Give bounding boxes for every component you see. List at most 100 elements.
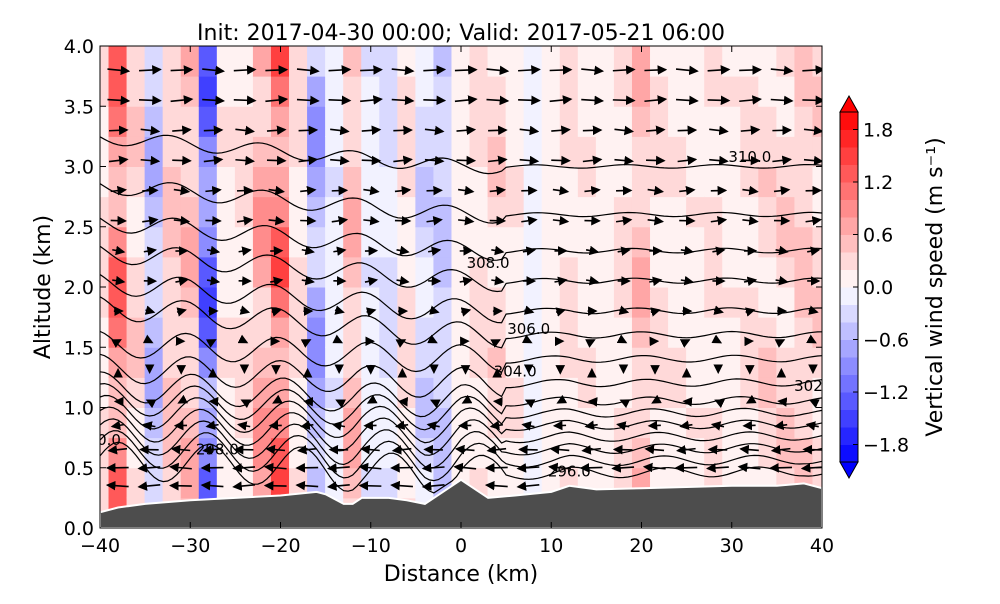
wind-cell bbox=[217, 166, 236, 197]
wind-cell bbox=[433, 46, 452, 77]
wind-cell bbox=[632, 437, 651, 468]
wind-cell bbox=[578, 76, 597, 107]
wind-cell bbox=[650, 287, 669, 318]
wind-cell bbox=[542, 196, 561, 227]
wind-cell bbox=[217, 76, 236, 107]
wind-cell bbox=[109, 196, 128, 227]
wind-arrow bbox=[613, 100, 634, 101]
wind-cell bbox=[722, 256, 741, 287]
wind-cell bbox=[271, 256, 290, 287]
wind-cell bbox=[235, 196, 254, 227]
colorbar-segment bbox=[840, 165, 858, 183]
wind-cell bbox=[415, 287, 434, 318]
wind-cell bbox=[632, 136, 651, 167]
wind-arrow bbox=[550, 70, 571, 71]
wind-cell bbox=[127, 76, 146, 107]
wind-arrow bbox=[457, 160, 475, 161]
wind-cell bbox=[542, 136, 561, 167]
wind-cell bbox=[704, 196, 723, 227]
wind-cell bbox=[524, 407, 543, 438]
wind-cell bbox=[145, 317, 164, 348]
wind-cell bbox=[650, 136, 669, 167]
wind-cell bbox=[415, 46, 434, 77]
wind-cell bbox=[433, 377, 452, 408]
colorbar-tick-label: 1.8 bbox=[863, 120, 893, 142]
wind-cell bbox=[542, 226, 561, 257]
wind-cell bbox=[307, 226, 326, 257]
wind-cell bbox=[379, 467, 398, 498]
wind-arrow bbox=[237, 190, 252, 191]
wind-arrow bbox=[518, 100, 539, 101]
wind-cell bbox=[361, 467, 380, 498]
wind-cell bbox=[253, 256, 272, 287]
wind-cell bbox=[758, 347, 777, 378]
contour-label: 0.0 bbox=[97, 431, 121, 449]
wind-cell bbox=[776, 106, 795, 137]
wind-arrow bbox=[709, 449, 727, 450]
wind-cell bbox=[235, 287, 254, 318]
colorbar-segment bbox=[840, 427, 858, 445]
wind-cell bbox=[524, 166, 543, 197]
x-tick-label: 40 bbox=[810, 535, 834, 557]
wind-cell bbox=[289, 407, 308, 438]
wind-cell bbox=[199, 106, 218, 137]
wind-cell bbox=[668, 106, 687, 137]
wind-cell bbox=[181, 467, 200, 498]
wind-cell bbox=[307, 76, 326, 107]
wind-cell bbox=[542, 347, 561, 378]
wind-cell bbox=[235, 76, 254, 107]
wind-cell bbox=[758, 317, 777, 348]
wind-cell bbox=[145, 256, 164, 287]
wind-cell bbox=[632, 226, 651, 257]
wind-cell bbox=[722, 347, 741, 378]
y-tick-label: 1.0 bbox=[64, 398, 94, 420]
wind-cell bbox=[704, 287, 723, 318]
wind-cell bbox=[668, 166, 687, 197]
contour-label: 306.0 bbox=[507, 320, 550, 338]
wind-cell bbox=[794, 256, 813, 287]
wind-cell bbox=[343, 226, 362, 257]
wind-cell bbox=[614, 46, 633, 77]
wind-cell bbox=[488, 166, 507, 197]
wind-arrow bbox=[583, 130, 601, 131]
wind-cell bbox=[560, 46, 579, 77]
colorbar-segment bbox=[840, 410, 858, 428]
wind-cell bbox=[451, 317, 470, 348]
wind-cell bbox=[451, 106, 470, 137]
colorbar-tick-label: 1.2 bbox=[863, 172, 893, 194]
wind-cell bbox=[343, 46, 362, 77]
wind-cell bbox=[343, 407, 362, 438]
wind-cell bbox=[307, 256, 326, 287]
wind-cell bbox=[235, 317, 254, 348]
wind-cell bbox=[560, 136, 579, 167]
wind-cell bbox=[307, 347, 326, 378]
wind-cell bbox=[596, 407, 615, 438]
wind-cell bbox=[127, 226, 146, 257]
wind-cell bbox=[217, 347, 236, 378]
wind-cell bbox=[253, 347, 272, 378]
wind-cell bbox=[451, 347, 470, 378]
wind-cell bbox=[614, 136, 633, 167]
wind-cell bbox=[650, 347, 669, 378]
wind-arrow bbox=[455, 70, 476, 71]
wind-cell bbox=[235, 136, 254, 167]
wind-cell bbox=[506, 76, 525, 107]
wind-cell bbox=[560, 196, 579, 227]
wind-cell bbox=[379, 106, 398, 137]
wind-cell bbox=[397, 166, 416, 197]
wind-cell bbox=[722, 377, 741, 408]
wind-cell bbox=[686, 76, 705, 107]
x-tick-label: 10 bbox=[539, 535, 563, 557]
wind-arrow bbox=[360, 486, 381, 487]
wind-cell bbox=[524, 76, 543, 107]
wind-cell bbox=[145, 166, 164, 197]
colorbar-extend-min bbox=[840, 462, 858, 478]
wind-arrow bbox=[142, 190, 157, 191]
colorbar-segment bbox=[840, 147, 858, 165]
wind-cell bbox=[217, 377, 236, 408]
wind-cell bbox=[470, 317, 489, 348]
wind-cell bbox=[235, 106, 254, 137]
wind-cell bbox=[271, 106, 290, 137]
wind-cell bbox=[470, 106, 489, 137]
wind-cell bbox=[325, 46, 344, 77]
